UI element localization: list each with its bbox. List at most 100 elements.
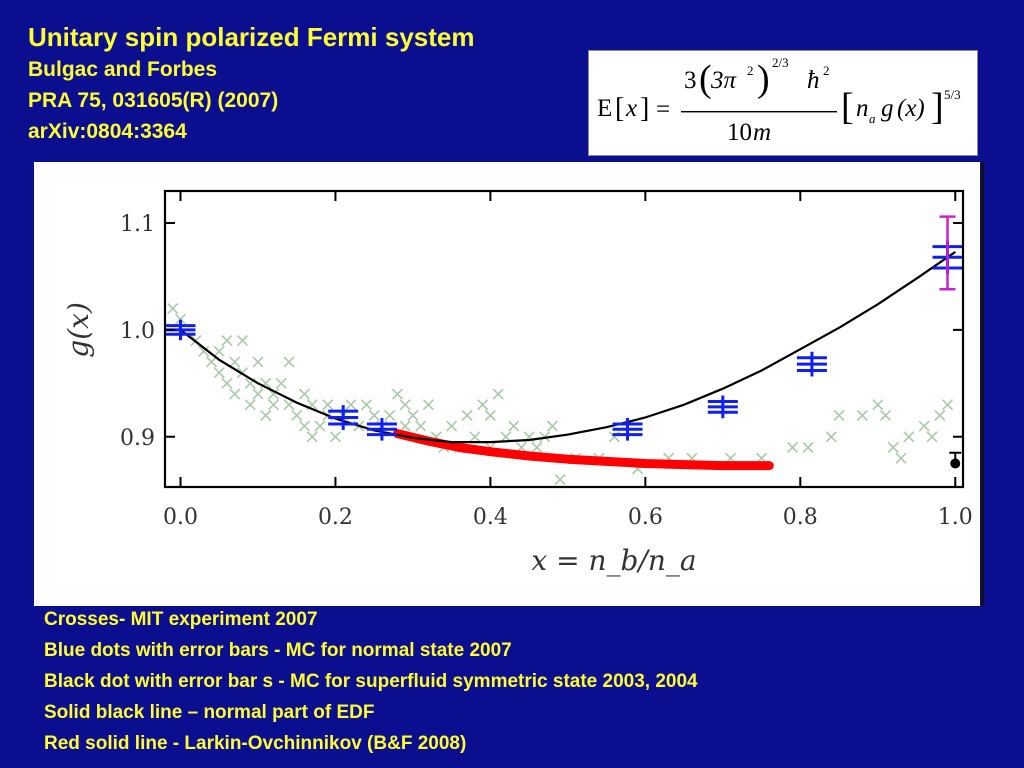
data-cross	[446, 420, 458, 432]
slide-authors: Bulgac and Forbes	[28, 58, 218, 81]
data-cross	[391, 388, 403, 400]
data-cross	[492, 388, 504, 400]
data-cross	[329, 431, 342, 443]
x-tick-label: 1.0	[938, 505, 973, 530]
energy-formula: E [ x ] = 3 ( 3π 2 ) 2/3 ħ 2 10 m [ n a …	[588, 50, 978, 156]
axis-labels: x = n_b/n_a g(x)	[62, 302, 697, 577]
mc-normal-errorbar	[328, 405, 359, 430]
mc-superfluid-series	[949, 451, 962, 469]
data-cross	[368, 409, 380, 421]
data-cross	[531, 441, 543, 454]
data-cross	[236, 335, 249, 347]
x-tick-label: 0.6	[628, 505, 663, 530]
data-cross	[399, 399, 411, 411]
formula-hbar-square: 2	[823, 63, 830, 78]
mc-normal-errorbar	[796, 351, 827, 377]
data-cross	[252, 388, 264, 400]
data-cross	[198, 345, 210, 357]
data-cross	[229, 356, 241, 368]
data-cross	[825, 431, 837, 443]
data-cross	[275, 377, 287, 389]
x-tick-label: 0.4	[473, 505, 508, 530]
data-cross	[298, 388, 311, 400]
data-cross	[221, 377, 233, 389]
data-cross	[856, 409, 868, 421]
slide-reference: PRA 75, 031605(R) (2007)	[28, 89, 279, 112]
magenta-errorbar	[939, 215, 956, 291]
axis-ticks: 0.0 0.2 0.4 0.6 0.8 1.0 0.9 1.0 1.1	[120, 191, 973, 530]
data-cross	[926, 431, 938, 443]
legend-text: Crosses- MIT experiment 2007 Blue dots w…	[44, 604, 698, 759]
mc-normal-errorbar	[165, 319, 196, 341]
slide-arxiv: arXiv:0804:3364	[28, 120, 187, 143]
legend-line: Black dot with error bar s - MC for supe…	[44, 671, 698, 692]
data-cross	[918, 420, 930, 432]
data-cross	[205, 356, 218, 368]
formula-g: g	[881, 95, 894, 122]
data-cross	[802, 441, 814, 454]
data-cross	[399, 420, 411, 432]
data-cross	[283, 356, 295, 368]
data-cross	[477, 399, 489, 411]
legend-line: Crosses- MIT experiment 2007	[44, 609, 318, 630]
formula-num-rparen: )	[757, 58, 770, 100]
legend-line: Red solid line - Larkin-Ovchinnikov (B&F…	[44, 733, 467, 754]
mc-normal-errorbar	[707, 395, 738, 419]
data-cross	[415, 420, 427, 432]
formula-num-square: 2	[747, 63, 754, 78]
magenta-errorbar-series	[939, 215, 956, 291]
plot-border	[163, 189, 965, 489]
data-cross	[384, 409, 396, 421]
formula-n-subscript: a	[869, 111, 876, 126]
data-cross	[833, 409, 845, 421]
data-cross	[244, 399, 256, 411]
legend-line: Solid black line – normal part of EDF	[44, 702, 375, 723]
data-cross	[422, 399, 434, 411]
data-cross	[941, 399, 954, 411]
data-cross	[484, 409, 496, 421]
data-cross	[167, 302, 179, 315]
formula-n: n	[856, 95, 869, 122]
formula-lhs-lbracket: [	[615, 93, 625, 124]
data-cross	[306, 431, 318, 443]
formula-den-10: 10	[727, 119, 752, 146]
y-tick-label: 1.1	[120, 212, 155, 237]
data-cross	[879, 409, 892, 421]
data-cross	[260, 409, 272, 421]
data-cross	[229, 388, 241, 400]
formula-num-lparen: (	[699, 58, 712, 100]
data-cross	[903, 431, 915, 443]
formula-bracket-right: ]	[931, 86, 944, 128]
data-cross	[461, 409, 473, 421]
legend-line: Blue dots with error bars - MC for norma…	[44, 640, 512, 661]
data-cross	[546, 420, 558, 432]
slide-title: Unitary spin polarized Fermi system	[28, 22, 475, 52]
larkin-ovchinnikov-series	[392, 429, 774, 471]
normal-edf-line	[179, 250, 956, 444]
data-cross	[314, 420, 326, 432]
plot-frame	[163, 189, 965, 489]
data-cross	[872, 399, 884, 411]
data-cross	[291, 409, 303, 421]
formula-den-m: m	[753, 119, 772, 146]
data-cross	[267, 388, 280, 400]
formula-lhs-x: x	[626, 95, 638, 122]
x-tick-label: 0.2	[318, 505, 353, 530]
formula-g-arg: (x)	[897, 95, 925, 122]
data-cross	[213, 367, 225, 379]
data-cross	[934, 409, 946, 421]
y-tick-label: 0.9	[120, 426, 155, 451]
x-axis-label: x = n_b/n_a	[531, 544, 696, 577]
formula-equals: =	[656, 96, 671, 123]
data-cross	[508, 420, 520, 432]
formula-num-3pi: 3π	[711, 67, 737, 94]
formula-num-exponent: 2/3	[772, 55, 789, 70]
data-cross	[174, 313, 187, 325]
data-cross	[887, 441, 899, 454]
formula-lhs-e: E	[597, 95, 613, 122]
formula-lhs-rbracket: ]	[640, 93, 650, 124]
formula-bracket-left: [	[841, 86, 854, 128]
y-axis-label: g(x)	[62, 302, 95, 358]
data-cross	[360, 399, 373, 411]
data-cross	[407, 409, 419, 421]
